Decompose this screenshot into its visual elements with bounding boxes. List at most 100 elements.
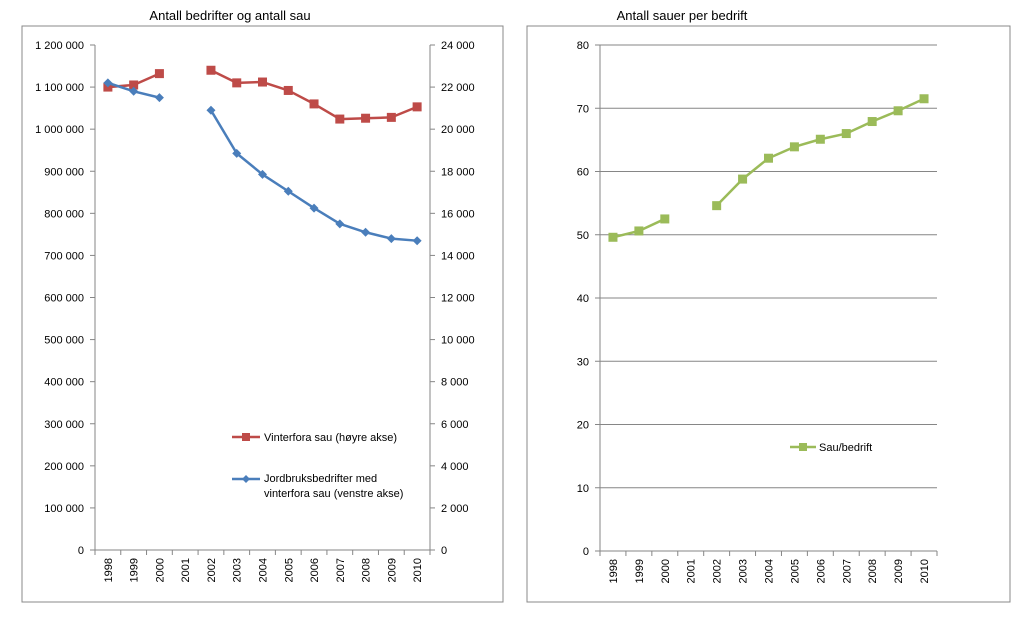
left-y-tick-label: 1 000 000: [35, 124, 84, 136]
right-chart-y-tick-label: 10: [577, 483, 589, 495]
right-chart-x-tick-label: 2008: [867, 559, 879, 583]
right-chart-x-tick-label: 2005: [789, 559, 801, 583]
right-chart-series-0-point: [764, 153, 773, 163]
left-chart-x-tick-label: 1998: [103, 558, 115, 582]
legend-marker-jordbruk: [242, 475, 250, 483]
right-chart-x-tick-label: 2007: [841, 559, 853, 583]
right-y-tick-label: 4 000: [441, 461, 469, 473]
left-y-tick-label: 700 000: [44, 250, 84, 262]
left-chart-series-0-point: [206, 65, 216, 75]
left-y-tick-label: 0: [78, 545, 84, 557]
left-chart-axes: 0 100 000 200 000 300 000 400 000 500 000 600 …: [35, 40, 475, 582]
right-y-tick-label: 24 000: [441, 40, 475, 52]
left-chart-x-tick-label: 2002: [206, 558, 218, 582]
right-chart-series-0-point: [867, 117, 877, 127]
left-y-tick-label: 600 000: [44, 293, 84, 305]
left-chart-series-0-point: [386, 112, 396, 122]
right-chart-x-tick-label: 2006: [815, 559, 827, 583]
left-y-tick-label: 100 000: [44, 503, 84, 515]
right-chart-series-0-point: [738, 174, 748, 184]
right-y-tick-label: 12 000: [441, 293, 475, 305]
left-chart-series-1-point: [129, 86, 139, 96]
left-chart-series-0-point: [335, 114, 345, 124]
right-chart-x-tick-label: 2001: [686, 559, 698, 583]
left-y-tick-label: 900 000: [44, 166, 84, 178]
left-y-tick-label: 400 000: [44, 377, 84, 389]
right-chart-x-tick-label: 1998: [608, 559, 620, 583]
left-chart-x-tick-label: 2008: [361, 558, 373, 582]
left-chart-series-0-point: [154, 69, 164, 79]
left-chart-series-1-point: [283, 186, 293, 196]
right-y-tick-label: 20 000: [441, 124, 475, 136]
left-y-tick-label: 300 000: [44, 419, 84, 431]
right-chart-series-0-point: [660, 214, 670, 224]
left-chart-series-0-line: [210, 69, 418, 121]
left-chart-series-1-point: [361, 227, 371, 237]
right-y-tick-label: 2 000: [441, 503, 469, 515]
left-chart-series-0-point: [258, 77, 267, 87]
left-chart-series-0-point: [129, 80, 139, 90]
legend-label-jordbruk-line1: Jordbruksbedrifter med: [264, 473, 377, 485]
right-chart-x-tick-label: 2004: [764, 559, 776, 583]
right-chart-y-tick-label: 50: [577, 230, 589, 242]
right-chart-x-tick-label: 2003: [738, 559, 750, 583]
left-chart-series-0-point: [283, 85, 293, 95]
left-chart-series-0-point: [309, 99, 319, 109]
right-chart-x-tick-label: 1999: [634, 559, 646, 583]
left-chart-x-tick-label: 2001: [180, 558, 192, 582]
right-chart-series-0-point: [634, 226, 644, 236]
right-chart-x-tick-label: 2010: [919, 559, 931, 583]
right-y-tick-label: 0: [441, 545, 447, 557]
right-y-tick-label: 18 000: [441, 166, 475, 178]
left-y-tick-label: 800 000: [44, 208, 84, 220]
left-chart-x-tick-label: 2006: [309, 558, 321, 582]
right-chart-frame: [526, 25, 1011, 603]
left-chart-series-1-point: [154, 93, 164, 103]
left-chart-x-tick-label: 2007: [335, 558, 347, 582]
right-chart-legend: Sau/bedrift: [790, 442, 872, 454]
right-y-tick-label: 22 000: [441, 82, 475, 94]
left-chart-x-tick-label: 2005: [283, 558, 295, 582]
right-chart-y-tick-label: 40: [577, 293, 589, 305]
right-chart-series-0-point: [919, 94, 929, 104]
right-chart-axes: 0 10 20 30 40 50 60 70 80 1998 1999 2000 2001 2002 200…: [577, 40, 938, 583]
left-chart-series: [103, 65, 422, 246]
legend-marker-sau-bedrift: [799, 443, 807, 451]
left-chart-series-1-point: [309, 203, 319, 213]
left-chart-series-1-point: [386, 234, 396, 244]
right-chart-y-tick-label: 0: [583, 546, 589, 558]
left-chart-x-tick-label: 2000: [154, 558, 166, 582]
right-y-tick-label: 10 000: [441, 335, 475, 347]
left-chart-series-1-point: [232, 148, 242, 158]
left-chart-x-tick-label: 2004: [258, 558, 270, 582]
legend-label-sau-bedrift: Sau/bedrift: [819, 442, 872, 454]
left-chart-series-1-point: [412, 236, 422, 246]
left-chart-x-tick-label: 2010: [412, 558, 424, 582]
legend-label-vinterfora: Vinterfora sau (høyre akse): [264, 432, 397, 444]
left-y-tick-label: 1 100 000: [35, 82, 84, 94]
left-chart-frame: [21, 25, 504, 603]
right-chart-y-tick-label: 30: [577, 356, 589, 368]
right-chart-series-0-point: [815, 134, 825, 144]
legend-marker-vinterfora: [242, 433, 250, 441]
left-chart-title: Antall bedrifter og antall sau: [149, 8, 310, 23]
left-chart-series-1-point: [206, 105, 216, 115]
right-chart-series-0-point: [789, 142, 799, 152]
right-chart-series: [608, 94, 929, 242]
left-chart-x-tick-label: 1999: [129, 558, 141, 582]
right-chart-series-0-point: [712, 201, 722, 211]
left-y-tick-label: 1 200 000: [35, 40, 84, 52]
right-chart-x-tick-label: 2002: [712, 559, 724, 583]
right-chart-x-tick-label: 2000: [660, 559, 672, 583]
right-y-tick-label: 8 000: [441, 377, 469, 389]
right-chart-series-0-point: [841, 129, 851, 139]
left-chart-series-0-point: [412, 102, 422, 112]
right-chart-series-0-point: [608, 232, 618, 242]
right-chart-series-0-line: [715, 97, 925, 207]
left-y-tick-label: 500 000: [44, 335, 84, 347]
right-y-tick-label: 6 000: [441, 419, 469, 431]
right-y-tick-label: 14 000: [441, 250, 475, 262]
right-chart-series-0-point: [893, 106, 903, 116]
left-chart-series-1-line: [209, 109, 418, 242]
